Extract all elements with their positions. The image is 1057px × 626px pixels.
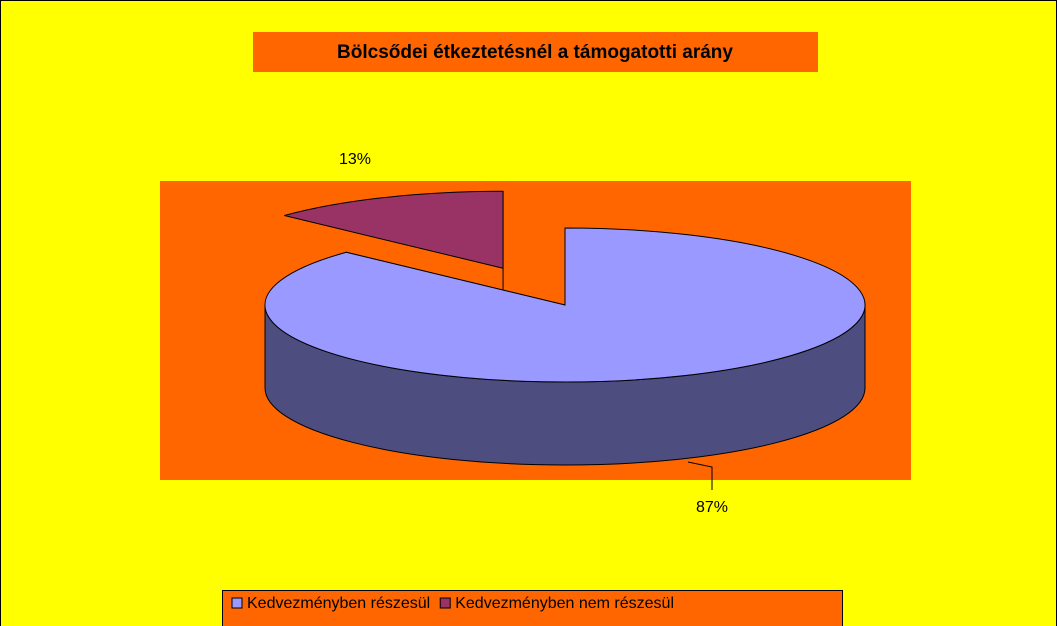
legend-label: Kedvezményben nem részesül [455, 595, 674, 612]
legend-label: Kedvezményben részesül [247, 595, 430, 612]
slice [264, 227, 866, 383]
leader-line [687, 461, 713, 490]
data-label: 87% [696, 499, 728, 516]
legend-box [222, 590, 843, 626]
data-label: 13% [339, 151, 371, 168]
legend-swatch [231, 597, 243, 609]
pie [264, 190, 866, 466]
legend-swatch [439, 597, 451, 609]
title-box [253, 32, 818, 72]
legend: Kedvezményben részesül Kedvezményben nem … [231, 595, 674, 612]
chart-title: Bölcsődei étkeztetésnél a támogatotti ar… [337, 42, 733, 63]
slice [284, 190, 504, 269]
